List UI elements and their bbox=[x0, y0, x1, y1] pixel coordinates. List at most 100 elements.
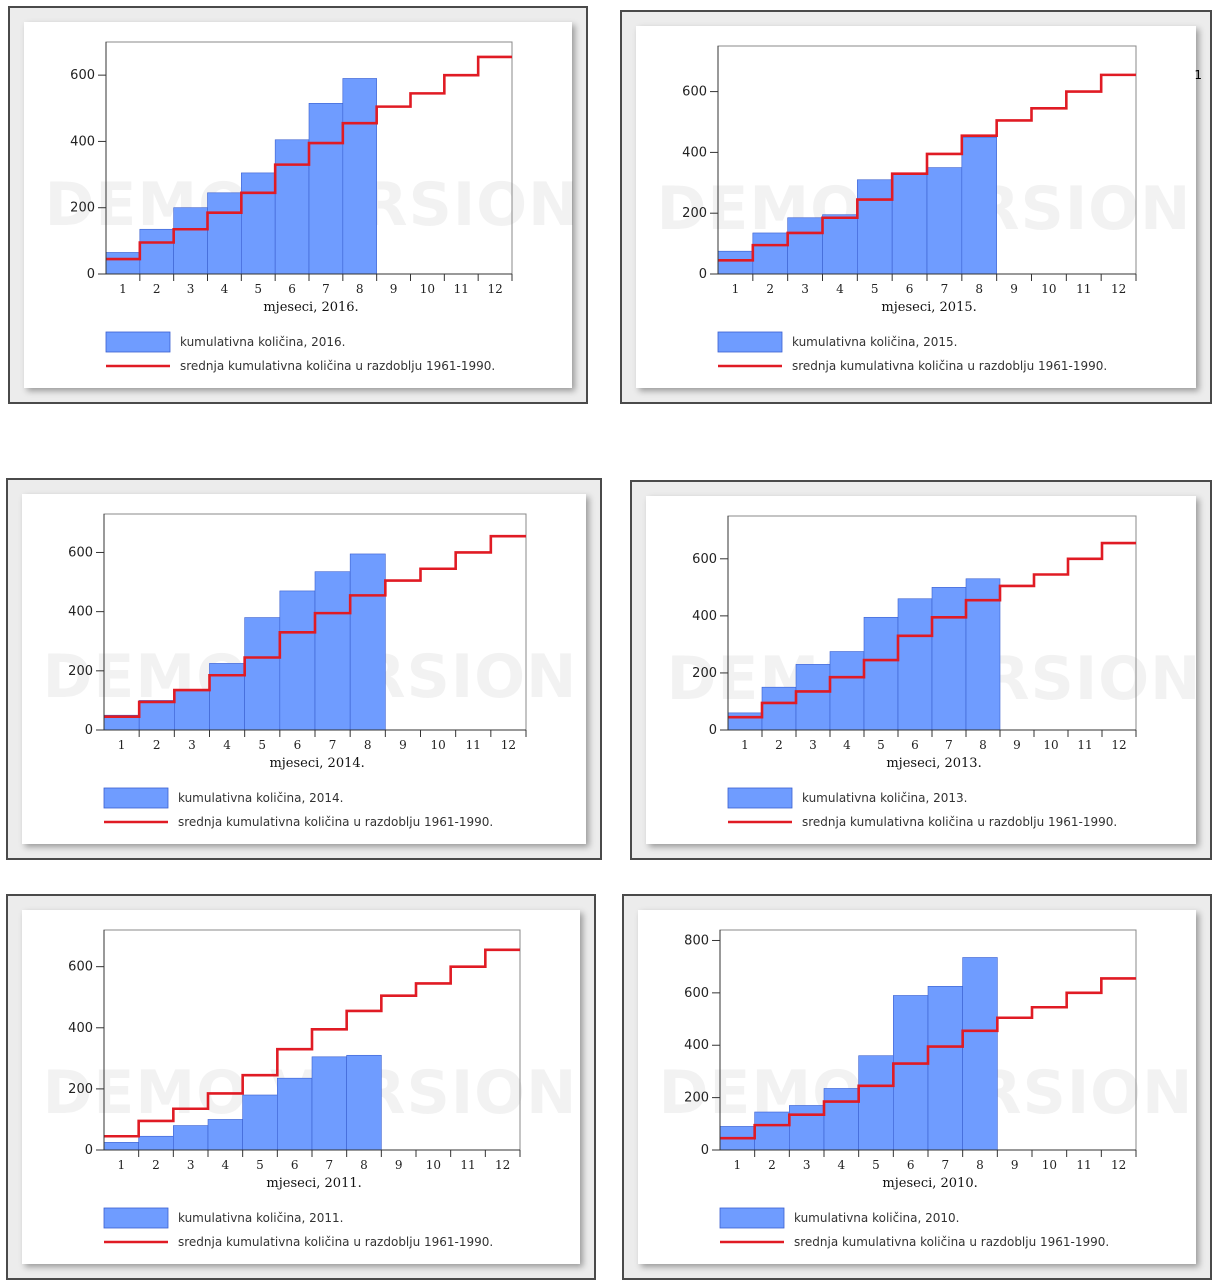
x-tick-label: 6 bbox=[288, 282, 296, 296]
x-tick-label: 4 bbox=[221, 282, 229, 296]
bar bbox=[105, 252, 141, 275]
legend-label-line: srednja kumulativna količina u razdoblju… bbox=[794, 1235, 1109, 1249]
x-tick-label: 12 bbox=[487, 282, 502, 296]
legend-swatch-bars bbox=[103, 787, 169, 809]
bar bbox=[207, 192, 242, 275]
x-tick-label: 2 bbox=[153, 282, 161, 296]
x-axis-label: mjeseci, 2015. bbox=[881, 300, 976, 315]
chart-panel-2014: DEMO VERSION 0 200 400 600 1 2 3 4 5 6 7 8 9 10 11 12 mj… bbox=[6, 478, 602, 860]
y-tick-label: 600 bbox=[684, 986, 709, 1001]
x-tick-label: 9 bbox=[390, 282, 398, 296]
x-tick-label: 11 bbox=[1076, 282, 1091, 296]
x-tick-label: 4 bbox=[222, 1158, 230, 1172]
reference-step-line bbox=[728, 541, 1136, 719]
x-axis-label: mjeseci, 2013. bbox=[886, 756, 981, 771]
x-tick-label: 10 bbox=[1041, 282, 1056, 296]
x-tick-label: 6 bbox=[291, 1158, 299, 1172]
x-tick-label: 3 bbox=[187, 282, 195, 296]
bar bbox=[174, 689, 210, 731]
legend-swatch-bars bbox=[719, 1207, 785, 1229]
bar bbox=[754, 1111, 790, 1151]
legend-label-bars: kumulativna količina, 2014. bbox=[178, 791, 344, 805]
y-tick-label: 600 bbox=[692, 552, 717, 567]
x-tick-label: 9 bbox=[1013, 738, 1021, 752]
y-tick-label: 0 bbox=[699, 267, 707, 282]
y-tick-label: 0 bbox=[85, 723, 93, 738]
x-tick-label: 10 bbox=[426, 1158, 441, 1172]
x-tick-label: 2 bbox=[153, 738, 161, 752]
x-tick-label: 9 bbox=[1011, 1158, 1019, 1172]
x-tick-label: 6 bbox=[906, 282, 914, 296]
bar bbox=[822, 214, 858, 275]
x-tick-label: 3 bbox=[803, 1158, 811, 1172]
x-tick-label: 10 bbox=[430, 738, 445, 752]
bar bbox=[314, 571, 351, 731]
x-tick-label: 3 bbox=[809, 738, 817, 752]
x-tick-label: 1 bbox=[118, 738, 126, 752]
x-tick-label: 9 bbox=[395, 1158, 403, 1172]
x-tick-label: 2 bbox=[152, 1158, 160, 1172]
y-tick-label: 200 bbox=[68, 664, 93, 679]
x-tick-label: 3 bbox=[188, 738, 196, 752]
y-tick-label: 600 bbox=[70, 68, 95, 83]
x-tick-label: 3 bbox=[801, 282, 809, 296]
x-tick-label: 6 bbox=[907, 1158, 915, 1172]
y-tick-label: 0 bbox=[709, 723, 717, 738]
x-tick-label: 8 bbox=[975, 282, 983, 296]
x-tick-label: 12 bbox=[501, 738, 516, 752]
y-tick-label: 800 bbox=[684, 933, 709, 948]
x-tick-label: 11 bbox=[466, 738, 481, 752]
x-tick-label: 12 bbox=[495, 1158, 510, 1172]
x-tick-label: 8 bbox=[360, 1158, 368, 1172]
chart-card: DEMO VERSION 0 200 400 600 1 2 3 4 5 6 7 8 9 10 11 12 mj… bbox=[646, 496, 1200, 844]
x-tick-label: 10 bbox=[1043, 738, 1058, 752]
chart-card: DEMO VERSION 0 200 400 600 800 1 2 3 4 5 6 7 8 9 10 11 1… bbox=[638, 910, 1196, 1264]
x-tick-label: 8 bbox=[356, 282, 364, 296]
x-tick-label: 7 bbox=[329, 738, 337, 752]
y-tick-label: 400 bbox=[692, 609, 717, 624]
bar bbox=[857, 179, 893, 275]
y-tick-label: 600 bbox=[682, 85, 707, 100]
x-tick-label: 4 bbox=[838, 1158, 846, 1172]
x-tick-label: 6 bbox=[911, 738, 919, 752]
legend-label-bars: kumulativna količina, 2013. bbox=[802, 791, 968, 805]
bar bbox=[277, 1077, 313, 1151]
legend-swatch-bars bbox=[103, 1207, 169, 1229]
x-tick-label: 6 bbox=[294, 738, 302, 752]
y-tick-label: 600 bbox=[68, 545, 93, 560]
chart-card: DEMO VERSION 0 200 400 600 1 2 3 4 5 6 7 8 9 10 11 12 mj… bbox=[22, 494, 586, 844]
chart-panel-2016: DEMO VERSION 0 200 400 600 1 2 3 4 5 6 7 8 9 10 11 12 mj… bbox=[8, 6, 588, 404]
x-tick-label: 7 bbox=[941, 282, 949, 296]
reference-step-line bbox=[720, 977, 1136, 1140]
y-tick-label: 0 bbox=[87, 267, 95, 282]
x-tick-label: 12 bbox=[1111, 1158, 1126, 1172]
bar bbox=[242, 1094, 278, 1151]
stray-label: 1 bbox=[1194, 68, 1202, 82]
y-tick-label: 400 bbox=[68, 1021, 93, 1036]
x-tick-label: 2 bbox=[766, 282, 774, 296]
y-tick-label: 400 bbox=[68, 605, 93, 620]
chart-panel-2011: DEMO VERSION 0 200 400 600 1 2 3 4 5 6 7 8 9 10 11 12 mj… bbox=[6, 894, 596, 1280]
bar bbox=[173, 1125, 209, 1151]
x-tick-label: 5 bbox=[256, 1158, 264, 1172]
x-tick-label: 1 bbox=[118, 1158, 126, 1172]
bar bbox=[961, 136, 997, 275]
bar bbox=[927, 986, 963, 1151]
bar bbox=[244, 617, 281, 731]
legend-label-line: srednja kumulativna količina u razdoblju… bbox=[792, 359, 1107, 373]
bar bbox=[795, 664, 831, 731]
bar bbox=[349, 553, 386, 731]
x-tick-label: 5 bbox=[258, 738, 266, 752]
x-axis-label: mjeseci, 2010. bbox=[882, 1176, 977, 1191]
bar bbox=[926, 167, 963, 275]
x-tick-label: 11 bbox=[460, 1158, 475, 1172]
bar bbox=[279, 590, 316, 731]
bar bbox=[727, 712, 763, 731]
y-tick-label: 200 bbox=[684, 1091, 709, 1106]
